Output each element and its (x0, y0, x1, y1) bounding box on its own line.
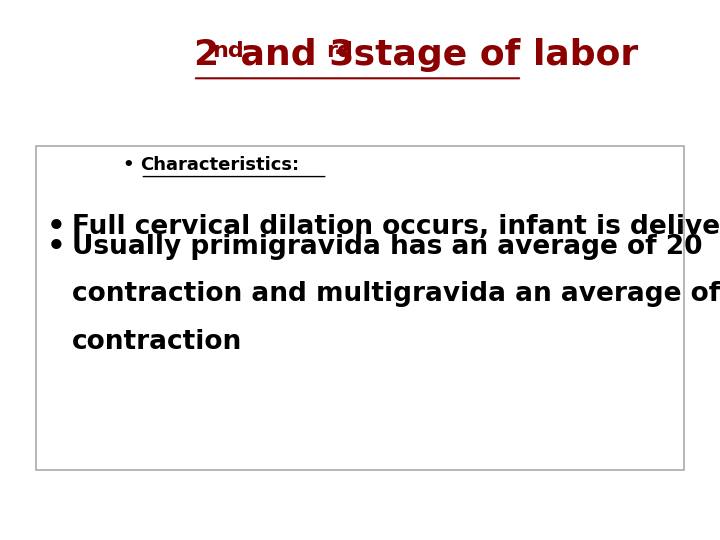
Text: stage of labor: stage of labor (341, 38, 639, 72)
Text: Full cervical dilation occurs, infant is delivered: Full cervical dilation occurs, infant is… (72, 214, 720, 240)
Text: nd: nd (212, 40, 244, 60)
Text: contraction: contraction (72, 329, 242, 355)
Text: 2: 2 (193, 38, 218, 72)
Text: •: • (47, 233, 66, 261)
Text: •: • (47, 213, 66, 241)
Text: •: • (122, 156, 134, 174)
Text: rd: rd (326, 40, 353, 60)
Text: and 3: and 3 (228, 38, 354, 72)
Text: contraction and multigravida an average of 10: contraction and multigravida an average … (72, 281, 720, 307)
Text: Characteristics:: Characteristics: (140, 156, 300, 174)
Text: Usually primigravida has an average of 20: Usually primigravida has an average of 2… (72, 234, 703, 260)
FancyBboxPatch shape (36, 146, 684, 470)
